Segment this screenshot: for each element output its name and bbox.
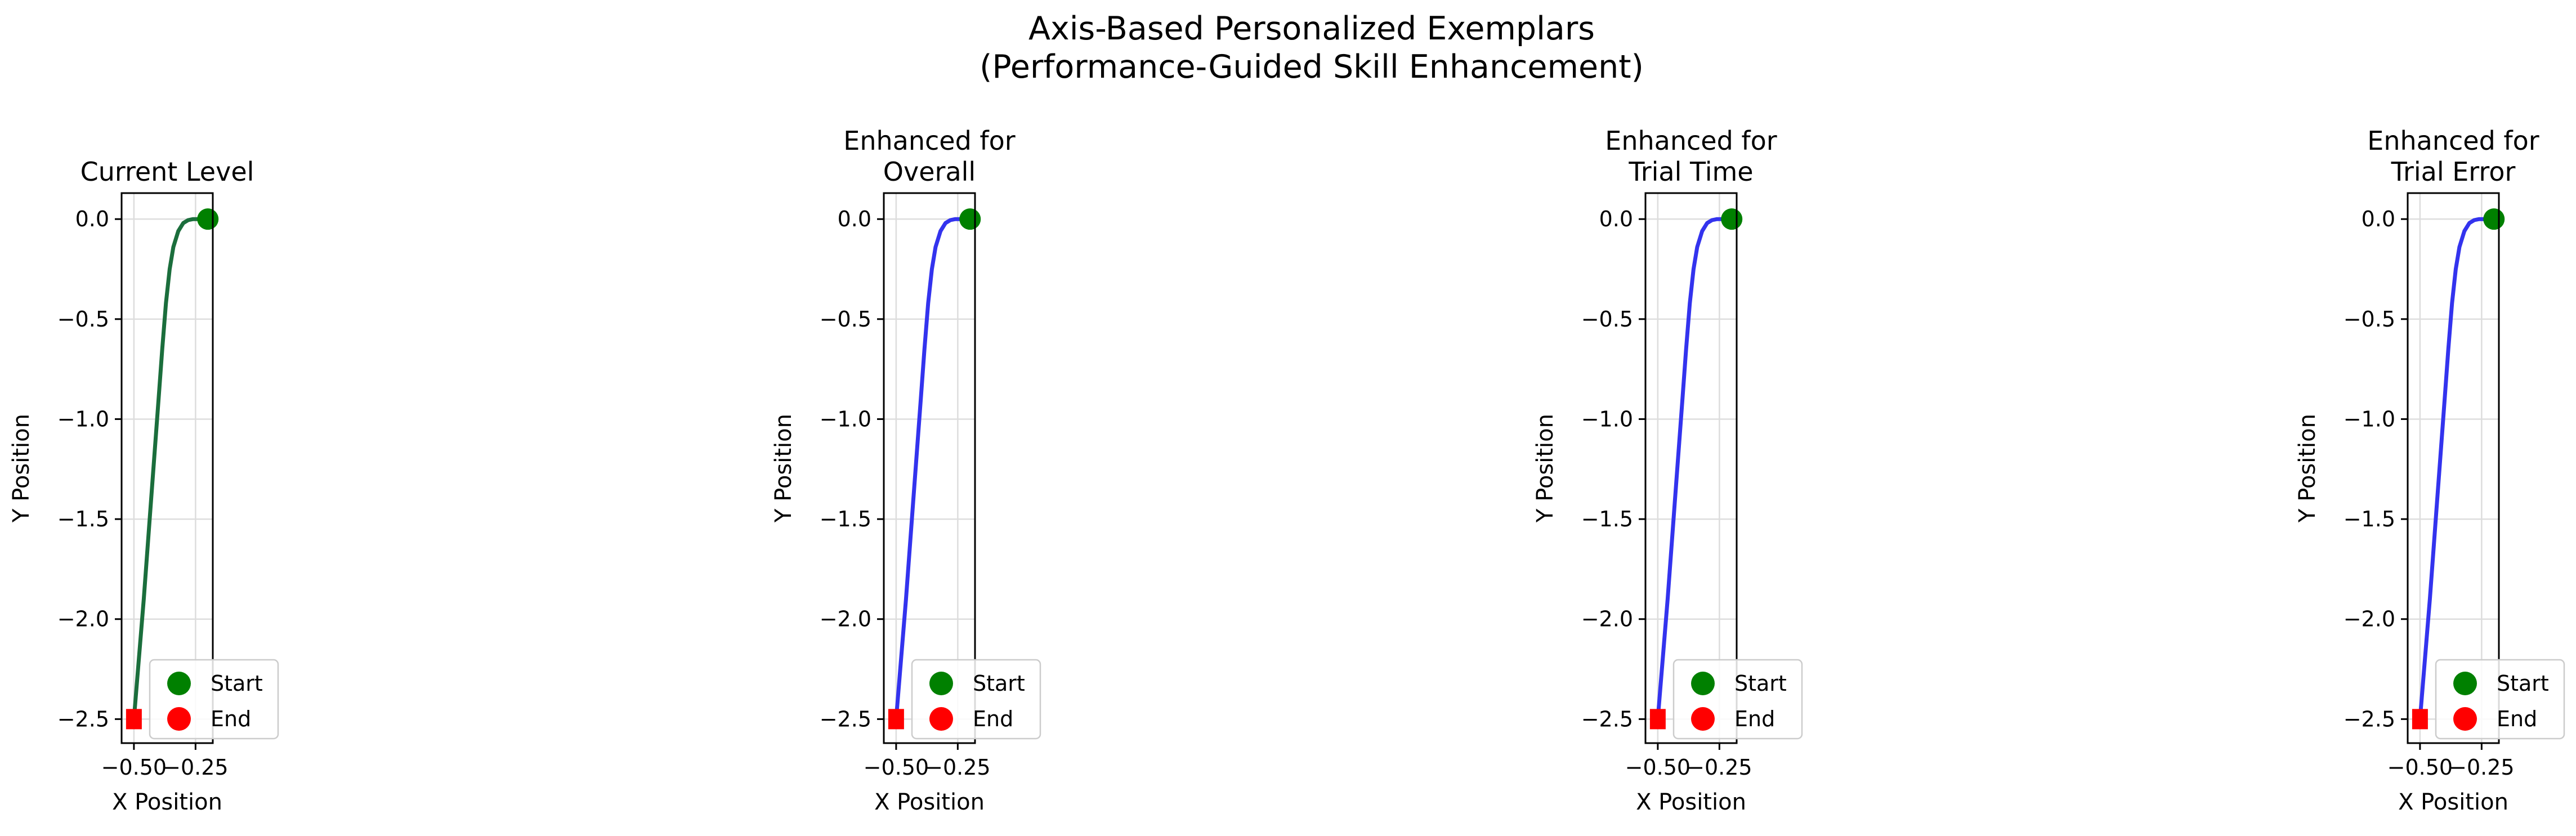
axes-frame [883,192,976,744]
legend-label: End [1734,707,1775,731]
y-tick-label: −2.0 [1581,607,1633,632]
y-tick-label: 0.0 [2362,207,2395,231]
legend-marker [929,707,953,731]
trajectory-line [1656,217,1734,721]
figure-title-line1: Axis-Based Personalized Exemplars [1028,10,1595,47]
y-tick-label: −2.0 [57,607,109,632]
y-axis-label: Y Position [771,414,797,523]
subplot-title: Current Level [80,157,254,187]
x-axis-label: X Position [112,789,222,815]
y-tick-label: −0.5 [1581,307,1633,332]
legend-label: End [2497,707,2537,731]
x-tick-label: −0.50 [2387,755,2453,780]
start-marker [959,208,981,230]
y-tick-label: −1.0 [2344,406,2395,431]
y-axis-label: Y Position [8,414,34,523]
legend-label: End [973,707,1013,731]
y-tick-label: −2.5 [1581,707,1633,731]
y-tick-label: −1.5 [820,507,871,531]
y-tick-label: −2.0 [2344,607,2395,632]
y-tick-label: −1.5 [57,507,109,531]
y-tick-label: −0.5 [57,307,109,332]
subplot-panels: Current Level 0.0 −0.5 −1.0 −1.5 −2.0 −2.5 −0.5… [8,126,2565,815]
subplot-title: Overall [883,157,976,187]
x-axis-label: X Position [874,789,985,815]
trajectory-line [2418,217,2496,721]
end-marker [1649,709,1666,730]
legend: Start End [1672,659,1803,740]
x-tick-label: −0.25 [163,755,228,780]
y-tick-label: −2.0 [820,607,871,632]
y-tick-label: 0.0 [75,207,109,231]
legend-marker [167,672,191,695]
legend: Start End [149,659,279,740]
x-tick-label: −0.25 [925,755,990,780]
start-marker [197,208,219,230]
subplot-title: Trial Time [1628,157,1753,187]
end-marker [888,709,904,730]
legend-label: Start [1734,671,1787,696]
legend-marker [167,707,191,731]
legend-label: Start [2497,671,2549,696]
axes-frame [1644,192,1738,744]
axes-frame [2407,192,2500,744]
trajectory-line [132,217,210,721]
legend-marker [2453,707,2477,731]
start-marker [1721,208,1743,230]
legend-label: End [211,707,251,731]
subplot-title: Enhanced for [2367,126,2539,156]
y-tick-label: −1.5 [2344,507,2395,531]
x-axis-label: X Position [2398,789,2508,815]
x-tick-label: −0.25 [2449,755,2514,780]
end-marker [126,709,142,730]
y-tick-label: 0.0 [838,207,871,231]
y-tick-label: −1.0 [1581,406,1633,431]
trajectory-line [894,217,972,721]
legend-marker [1691,707,1715,731]
x-tick-label: −0.50 [101,755,167,780]
y-tick-label: −1.5 [1581,507,1633,531]
legend-label: Start [973,671,1025,696]
y-tick-label: 0.0 [1599,207,1633,231]
legend-marker [1691,672,1715,695]
axes-frame [120,192,214,744]
legend-marker [929,672,953,695]
y-tick-label: −2.5 [820,707,871,731]
y-tick-label: −1.0 [820,406,871,431]
x-tick-label: −0.50 [864,755,929,780]
y-axis-label: Y Position [1532,414,1558,523]
y-tick-label: −1.0 [57,406,109,431]
subplot-title: Trial Error [2391,157,2516,187]
legend: Start End [911,659,1041,740]
y-tick-label: −2.5 [57,707,109,731]
y-tick-label: −2.5 [2344,707,2395,731]
legend: Start End [2435,659,2565,740]
y-tick-label: −0.5 [2344,307,2395,332]
start-marker [2483,208,2505,230]
x-tick-label: −0.50 [1625,755,1690,780]
x-tick-label: −0.25 [1687,755,1752,780]
subplot-title: Enhanced for [843,126,1015,156]
figure-title-line2: (Performance-Guided Skill Enhancement) [980,48,1644,86]
x-axis-label: X Position [1636,789,1746,815]
legend-label: Start [211,671,263,696]
legend-marker [2453,672,2477,695]
y-axis-label: Y Position [2295,414,2320,523]
end-marker [2412,709,2428,730]
y-tick-label: −0.5 [820,307,871,332]
subplot-1: Current Level 0.0 −0.5 −1.0 −1.5 −2.0 −2.5 −0.5… [8,157,279,815]
subplot-title: Enhanced for [1605,126,1777,156]
